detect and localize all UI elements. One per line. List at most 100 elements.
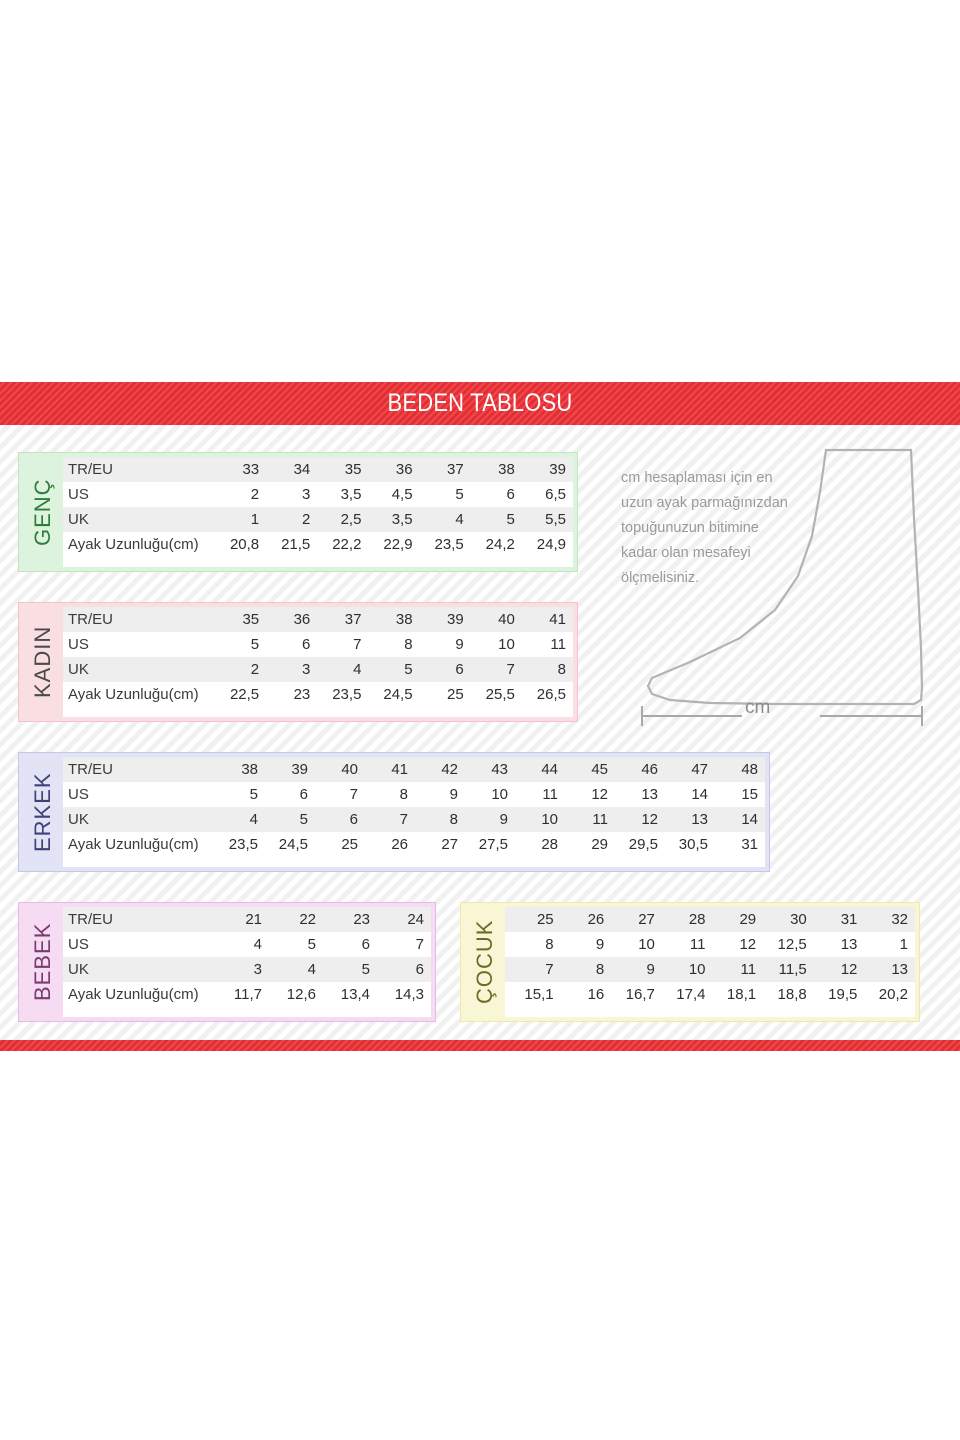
row-values: 5 6 7 8 9 10 11: [215, 636, 573, 653]
size-cell: 16,7: [625, 986, 655, 1003]
table-row: 25 26 27 28 29 30 31 32: [505, 907, 915, 932]
row-values: 22,5 23 23,5 24,5 25 25,5 26,5: [215, 686, 573, 703]
panel-label-erkek: ERKEK: [30, 772, 55, 852]
size-cell: 3: [253, 961, 262, 978]
size-cell: 8: [399, 786, 408, 803]
size-cell: 13: [891, 961, 908, 978]
size-cell: 23,5: [434, 536, 464, 553]
size-cell: 7: [415, 936, 424, 953]
row-label: TR/EU: [68, 761, 113, 778]
measurement-instruction: cm hesaplaması için en uzun ayak parmağın…: [621, 466, 836, 591]
size-cell: 13: [691, 811, 708, 828]
size-cell: 26: [391, 836, 408, 853]
size-cell: 3: [301, 661, 311, 678]
table-row: TR/EU 33 34 35 36 37 38 39: [63, 457, 573, 482]
size-panel-bebek: BEBEK TR/EU 21 22 23 24 US 4 5 6 7 UK 3 4 5 6 Ayak Uzunl…: [18, 902, 436, 1022]
size-cell: 24,5: [278, 836, 308, 853]
instruction-line: cm hesaplaması için en: [621, 470, 773, 486]
size-cell: 7: [349, 786, 358, 803]
footer-red-bar: [0, 1040, 960, 1051]
size-cell: 47: [691, 761, 708, 778]
size-cell: 33: [242, 461, 260, 478]
size-cell: 25: [536, 911, 554, 928]
size-cell: 12,6: [286, 986, 316, 1003]
table-row: UK 4 5 6 7 8 9 10 11 12 13 14: [63, 807, 765, 832]
panel-label-cocuk: ÇOCUK: [472, 919, 497, 1005]
size-cell: 24,5: [383, 686, 413, 703]
size-cell: 30: [790, 911, 807, 928]
size-cell: 24: [407, 911, 424, 928]
table-row: UK 3 4 5 6: [63, 957, 431, 982]
size-cell: 23: [353, 911, 370, 928]
size-cell: 36: [395, 461, 413, 478]
row-values: 15,1 16 16,7 17,4 18,1 18,8 19,5 20,2: [510, 986, 915, 1003]
panel-label-kadin: KADIN: [30, 625, 55, 699]
size-cell: 25,5: [485, 686, 515, 703]
row-values: 4 5 6 7 8 9 10 11 12 13 14: [215, 811, 765, 828]
size-cell: 42: [441, 761, 458, 778]
row-values: 33 34 35 36 37 38 39: [215, 461, 573, 478]
size-cell: 27: [638, 911, 655, 928]
size-cell: 29,5: [628, 836, 658, 853]
size-cell: 27: [441, 836, 458, 853]
size-cell: 39: [291, 761, 308, 778]
size-cell: 10: [541, 811, 558, 828]
table-row: Ayak Uzunluğu(cm) 11,7 12,6 13,4 14,3: [63, 982, 431, 1007]
size-cell: 5: [249, 786, 258, 803]
row-values: 3 4 5 6: [215, 961, 431, 978]
size-cell: 14: [691, 786, 708, 803]
size-cell: 11,5: [778, 961, 807, 978]
row-label: Ayak Uzunluğu(cm): [68, 836, 199, 853]
row-values: 1 2 2,5 3,5 4 5 5,5: [215, 511, 573, 528]
cm-dimension-line: [641, 706, 923, 726]
size-cell: 25: [341, 836, 358, 853]
size-cell: 5,5: [545, 511, 566, 528]
size-cell: 37: [447, 461, 464, 478]
row-values: 2 3 4 5 6 7 8: [215, 661, 573, 678]
size-cell: 10: [638, 936, 655, 953]
size-cell: 6: [415, 961, 424, 978]
size-cell: 5: [307, 936, 316, 953]
size-cell: 2: [301, 511, 311, 528]
size-cell: 24,2: [485, 536, 515, 553]
size-cell: 35: [242, 611, 260, 628]
row-label: TR/EU: [68, 911, 113, 928]
size-cell: 3,5: [391, 511, 413, 528]
row-values: 2 3 3,5 4,5 5 6 6,5: [215, 486, 573, 503]
size-cell: 18,8: [777, 986, 807, 1003]
table-row: TR/EU 38 39 40 41 42 43 44 45 46 47 48: [63, 757, 765, 782]
foot-diagram: [630, 448, 930, 733]
size-cell: 5: [404, 661, 413, 678]
row-values: 5 6 7 8 9 10 11 12 13 14 15: [215, 786, 765, 803]
size-cell: 16: [587, 986, 605, 1003]
size-cell: 23,5: [228, 836, 258, 853]
row-label: Ayak Uzunluğu(cm): [68, 986, 199, 1003]
size-cell: 29: [591, 836, 608, 853]
row-values: 20,8 21,5 22,2 22,9 23,5 24,2 24,9: [215, 536, 573, 553]
size-cell: 5: [250, 636, 260, 653]
size-cell: 7: [399, 811, 408, 828]
size-cell: 32: [891, 911, 908, 928]
size-cell: 11: [740, 961, 757, 978]
size-cell: 38: [395, 611, 413, 628]
size-cell: 17,4: [676, 986, 706, 1003]
table-row: Ayak Uzunluğu(cm) 23,5 24,5 25 26 27 27,5 28 29 2…: [63, 832, 765, 857]
row-label: US: [68, 486, 89, 503]
size-cell: 46: [641, 761, 658, 778]
size-cell: 20,8: [229, 536, 260, 553]
size-cell: 12,5: [777, 936, 807, 953]
size-cell: 26,5: [536, 686, 566, 703]
size-cell: 22: [299, 911, 316, 928]
size-cell: 21: [245, 911, 262, 928]
size-cell: 34: [293, 461, 311, 478]
size-cell: 8: [545, 936, 554, 953]
size-cell: 7: [545, 961, 554, 978]
size-cell: 40: [341, 761, 358, 778]
size-cell: 28: [688, 911, 706, 928]
row-label: US: [68, 936, 89, 953]
row-values: 25 26 27 28 29 30 31 32: [510, 911, 915, 928]
panel-label-genc: GENÇ: [30, 478, 55, 546]
size-cell: 8: [449, 811, 458, 828]
panel-label-bebek: BEBEK: [30, 922, 55, 1002]
size-cell: 35: [344, 461, 362, 478]
